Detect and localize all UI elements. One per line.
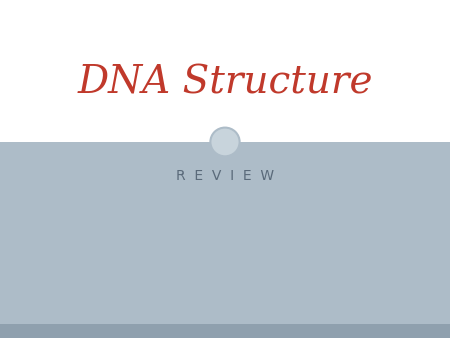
Bar xyxy=(0,142,450,324)
Ellipse shape xyxy=(211,128,239,156)
Bar xyxy=(0,0,450,142)
Bar xyxy=(0,324,450,338)
Text: R  E  V  I  E  W: R E V I E W xyxy=(176,169,274,183)
Text: DNA Structure: DNA Structure xyxy=(77,64,373,101)
